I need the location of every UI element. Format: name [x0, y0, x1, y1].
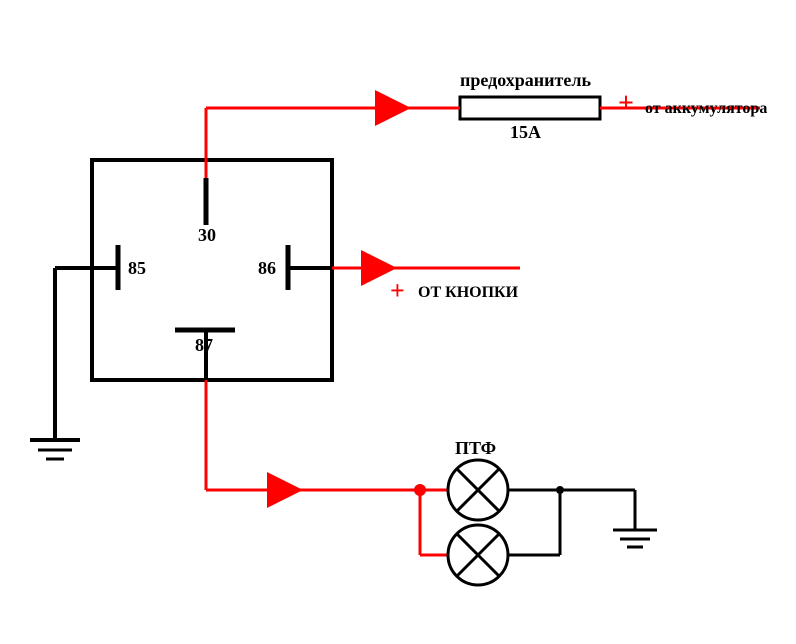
- pin86-label: 86: [258, 258, 276, 279]
- label-from-button: ОТ КНОПКИ: [418, 284, 518, 302]
- pin85-label: 85: [128, 258, 146, 279]
- fuse-rating: 15А: [510, 122, 541, 143]
- fuse-title: предохранитель: [460, 70, 591, 91]
- schematic-svg: [0, 0, 796, 644]
- circuit-diagram: предохранитель 15А + от аккумулятора + О…: [0, 0, 796, 644]
- label-from-battery: от аккумулятора: [645, 100, 767, 118]
- plus-button: +: [390, 276, 405, 306]
- pin87-label: 87: [195, 335, 213, 356]
- plus-battery: +: [618, 88, 634, 120]
- pin30-label: 30: [198, 225, 216, 246]
- fuse-body: [460, 97, 600, 119]
- label-ptf: ПТФ: [455, 438, 496, 459]
